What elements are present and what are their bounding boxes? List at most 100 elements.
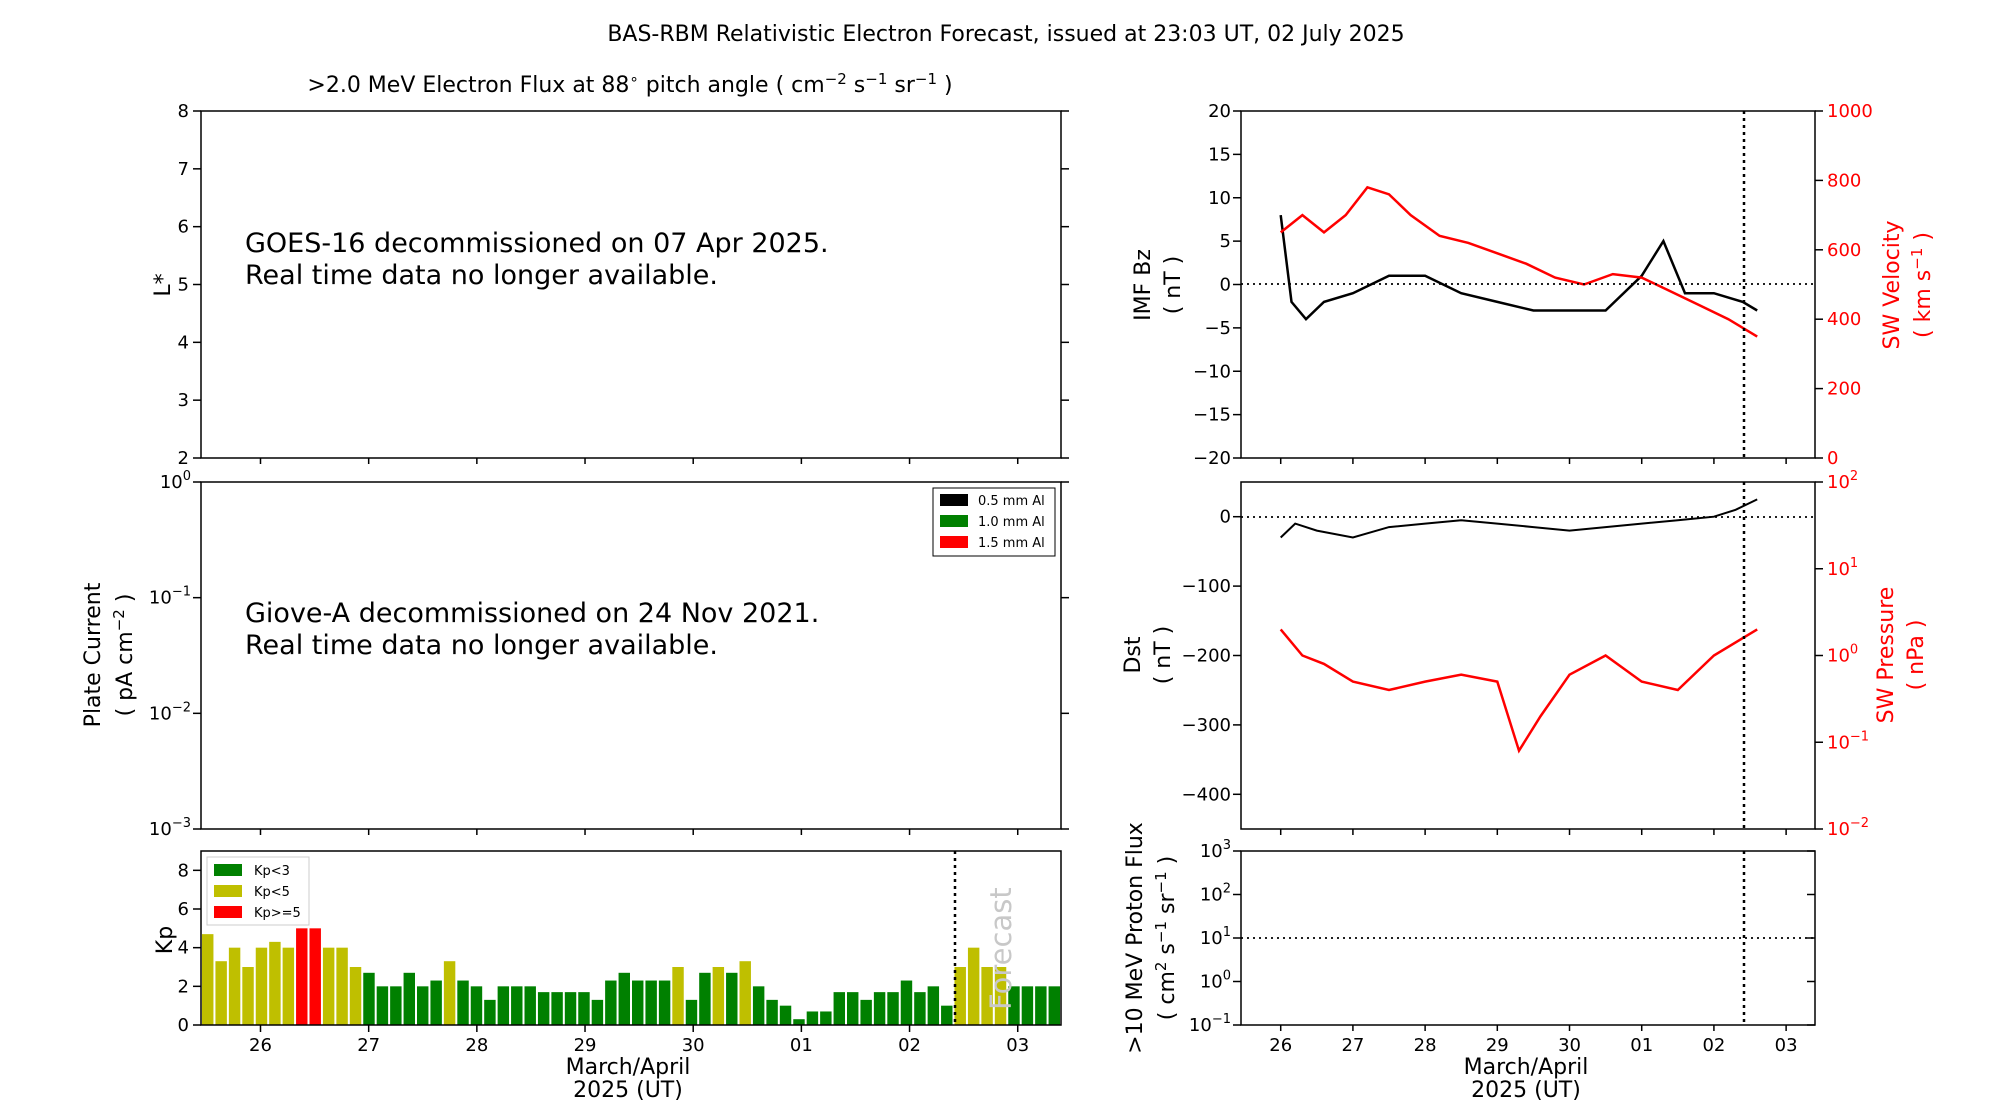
imf-y2-tick-label: 800 [1827,170,1861,191]
kp-bar [994,967,1007,1025]
kp-bar [390,986,402,1025]
kp-bar [605,980,617,1025]
kp-x-tick-label: 01 [790,1035,813,1056]
kp-bar [336,947,348,1025]
proton-x-tick-label: 28 [1414,1035,1437,1056]
kp-bar [847,992,859,1025]
imf-y2-tick-label: 0 [1827,448,1838,469]
kp-x-tick-label: 29 [574,1035,597,1056]
kp-bar [887,992,899,1025]
plate-x-ticks [259,829,1019,835]
kp-xlabel-line2: 2025 (UT) [573,1078,683,1100]
flux-y-tick-label: 4 [178,332,189,353]
dst-y-tick-label: −400 [1182,784,1231,805]
kp-bar [417,986,429,1025]
kp-x-tick-label: 02 [898,1035,921,1056]
kp-bar [578,992,590,1025]
proton-y-tick-label: 10−1 [1189,1012,1231,1036]
kp-ylabel: Kp [153,926,178,954]
kp-legend-label: Kp<5 [254,885,290,900]
kp-bar [981,967,993,1025]
dst-line [1280,498,1758,539]
kp-bar [296,928,308,1025]
kp-y-tick-label: 0 [178,1015,189,1036]
imf-y2-tick-label: 600 [1827,240,1861,261]
proton-x-tick-label: 01 [1630,1035,1653,1056]
kp-y-tick-label: 8 [178,860,189,881]
plate-note-line2: Real time data no longer available. [245,630,718,661]
kp-bar [202,934,214,1025]
dst-y2-tick-label: 101 [1827,556,1858,580]
kp-x-tick-label: 27 [357,1035,380,1056]
kp-bars [202,928,1060,1025]
kp-forecast-label: Forecast [984,887,1018,1010]
imf-y-tick-label: −5 [1204,318,1231,339]
kp-bar [376,986,389,1025]
dst-ylabel-line2: ( nT ) [1151,626,1176,685]
flux-y-tick-label: 5 [178,275,189,296]
figure-title: BAS-RBM Relativistic Electron Forecast, … [607,22,1404,47]
kp-bar [672,967,684,1025]
plate-ylabel-line2: ( pA cm−2 ) [110,594,138,717]
imf-y-ticks: 20 15 10 5 0 −5 −10 −15 −20 [1193,101,1241,469]
dst-y-tick-label: −100 [1182,576,1231,597]
kp-bar [632,980,644,1025]
plate-note-line1: Giove-A decommissioned on 24 Nov 2021. [245,598,819,629]
kp-bar [726,972,738,1025]
proton-y-tick-label: 103 [1200,838,1231,862]
kp-legend: Kp<3 Kp<5 Kp>=5 [206,856,310,926]
flux-y-tick-label: 7 [178,159,189,180]
kp-x-ticks: 26 27 28 29 30 01 02 03 [249,1025,1029,1056]
plate-legend-label: 1.5 mm Al [978,536,1045,551]
plate-current-panel: 100 10−1 10−2 10−3 Plate Current ( pA cm−2 … [81,469,1069,840]
kp-bar [699,972,711,1025]
kp-x-tick-label: 03 [1006,1035,1029,1056]
kp-bar [685,999,698,1025]
imf-y2-tick-label: 200 [1827,379,1861,400]
kp-legend-swatch [214,864,242,876]
kp-bar [712,967,725,1025]
flux-y-tick-label: 2 [178,448,189,469]
dst-y2-tick-label: 102 [1827,469,1858,493]
kp-bar [793,1019,805,1025]
dst-y2-ticks: 102 101 100 10−1 10−2 [1815,469,1869,840]
kp-bar [1008,986,1020,1025]
plate-plot-area [200,481,1062,830]
dst-y2-tick-label: 10−1 [1827,729,1869,753]
kp-bar [779,1005,792,1025]
proton-ylabel-line2: ( cm2 s−1 sr−1 ) [1152,856,1180,1020]
kp-bar [443,961,456,1025]
kp-bar [349,967,362,1025]
imf-bz-line [1279,214,1758,322]
flux-y-tick-label: 8 [178,101,189,122]
kp-bar [914,992,926,1025]
dst-y2label-line1: SW Pressure [1874,587,1899,724]
proton-x-tick-label: 27 [1341,1035,1364,1056]
dst-y-tick-label: 0 [1220,507,1231,528]
kp-bar [457,980,469,1025]
kp-bar [954,967,966,1025]
proton-y-tick-label: 102 [1200,882,1231,906]
kp-bar [833,992,845,1025]
kp-bar [537,992,550,1025]
kp-y-tick-label: 6 [178,899,189,920]
kp-bar [1021,986,1034,1025]
imf-y-tick-label: 15 [1208,144,1231,165]
plate-y-tick-label: 10−1 [149,585,191,609]
flux-x-ticks [259,458,1019,464]
imf-y-tick-label: −20 [1193,448,1231,469]
imf-y2-ticks: 1000 800 600 400 200 0 [1815,101,1873,469]
sw-velocity-line [1279,185,1758,338]
imf-y-tick-label: −15 [1193,405,1231,426]
kp-bar [618,972,630,1025]
kp-bar [860,999,872,1025]
kp-bar [309,928,321,1025]
kp-bar [497,986,510,1025]
dst-series [1279,498,1758,754]
plate-legend-label: 1.0 mm Al [978,515,1045,530]
kp-bar [873,992,886,1025]
kp-bar [511,986,523,1025]
kp-bar [941,1005,953,1025]
kp-bar [551,992,563,1025]
